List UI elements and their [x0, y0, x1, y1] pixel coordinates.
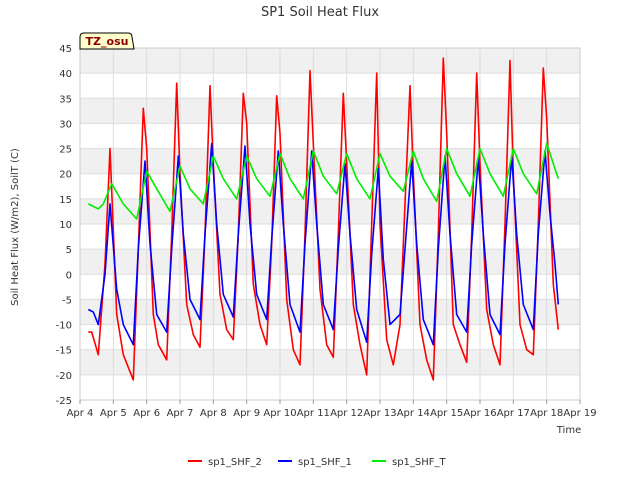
x-tick-label: Apr 13	[363, 408, 396, 419]
plot-band	[80, 48, 580, 74]
y-tick-label: -15	[56, 346, 72, 357]
y-tick-label: 25	[59, 145, 72, 156]
x-tick-label: Apr 18	[530, 408, 563, 419]
series-line-sp1_SHF_2	[88, 57, 560, 381]
series-lines	[87, 57, 560, 381]
plot-band	[80, 148, 580, 174]
y-tick-label: 40	[59, 69, 72, 80]
x-tick-label: Apr 14	[397, 408, 430, 419]
y-tick-label: -5	[62, 295, 72, 306]
x-tick-label: Apr 16	[463, 408, 496, 419]
x-tick-label: Apr 7	[167, 408, 194, 419]
plot-band	[80, 198, 580, 224]
x-tick-label: Apr 19	[563, 408, 596, 419]
legend-label-sp1_SHF_2: sp1_SHF_2	[208, 457, 262, 468]
legend-label-sp1_SHF_1: sp1_SHF_1	[298, 457, 352, 468]
badge-box	[79, 32, 135, 50]
x-tick-label: Apr 5	[100, 408, 127, 419]
grid-lines	[79, 47, 581, 401]
y-tick-label: 5	[66, 245, 72, 256]
legend-label-sp1_SHF_T: sp1_SHF_T	[392, 457, 447, 468]
x-tick-label: Apr 12	[330, 408, 363, 419]
plot-band	[80, 249, 580, 275]
series-line-sp1_SHF_1	[87, 142, 560, 346]
y-tick-label: -10	[56, 321, 72, 332]
y-tick-label: 35	[59, 94, 72, 105]
y-tick-label: -20	[56, 371, 72, 382]
x-tick-label: Apr 4	[67, 408, 94, 419]
y-tick-label: 20	[59, 170, 72, 181]
y-tick-label: 10	[59, 220, 72, 231]
y-tick-label: 45	[59, 44, 72, 55]
x-tick-label: Apr 6	[133, 408, 160, 419]
series-line-sp1_SHF_T	[87, 142, 560, 220]
y-axis-label: Soil Heat Flux (W/m2), SoilT (C)	[10, 148, 21, 306]
y-tick-label: 30	[59, 119, 72, 130]
plot-band	[80, 349, 580, 375]
x-tick-label: Apr 15	[430, 408, 463, 419]
y-axis-ticks: -25 -20 -15 -10 -5 0 5 10 15 20 25 30 35 40 45	[56, 44, 72, 407]
x-axis-label: Time	[556, 425, 581, 436]
legend: sp1_SHF_2 sp1_SHF_1 sp1_SHF_T	[188, 457, 447, 468]
y-tick-label: 15	[59, 195, 72, 206]
y-tick-label: -25	[56, 396, 72, 407]
plot-band	[80, 98, 580, 124]
x-axis-ticks: Apr 4 Apr 5 Apr 6 Apr 7 Apr 8 Apr 9 Apr 10 Apr …	[67, 400, 597, 419]
station-badge: TZ_osu	[79, 32, 135, 50]
badge-text: TZ_osu	[86, 35, 129, 48]
x-tick-label: Apr 9	[233, 408, 260, 419]
chart-title: SP1 Soil Heat Flux	[261, 5, 379, 20]
x-tick-label: Apr 17	[497, 408, 530, 419]
plot-border	[79, 47, 581, 401]
x-tick-label: Apr 10	[263, 408, 296, 419]
x-tick-label: Apr 11	[297, 408, 330, 419]
x-tick-label: Apr 8	[200, 408, 227, 419]
y-tick-label: 0	[66, 270, 72, 281]
